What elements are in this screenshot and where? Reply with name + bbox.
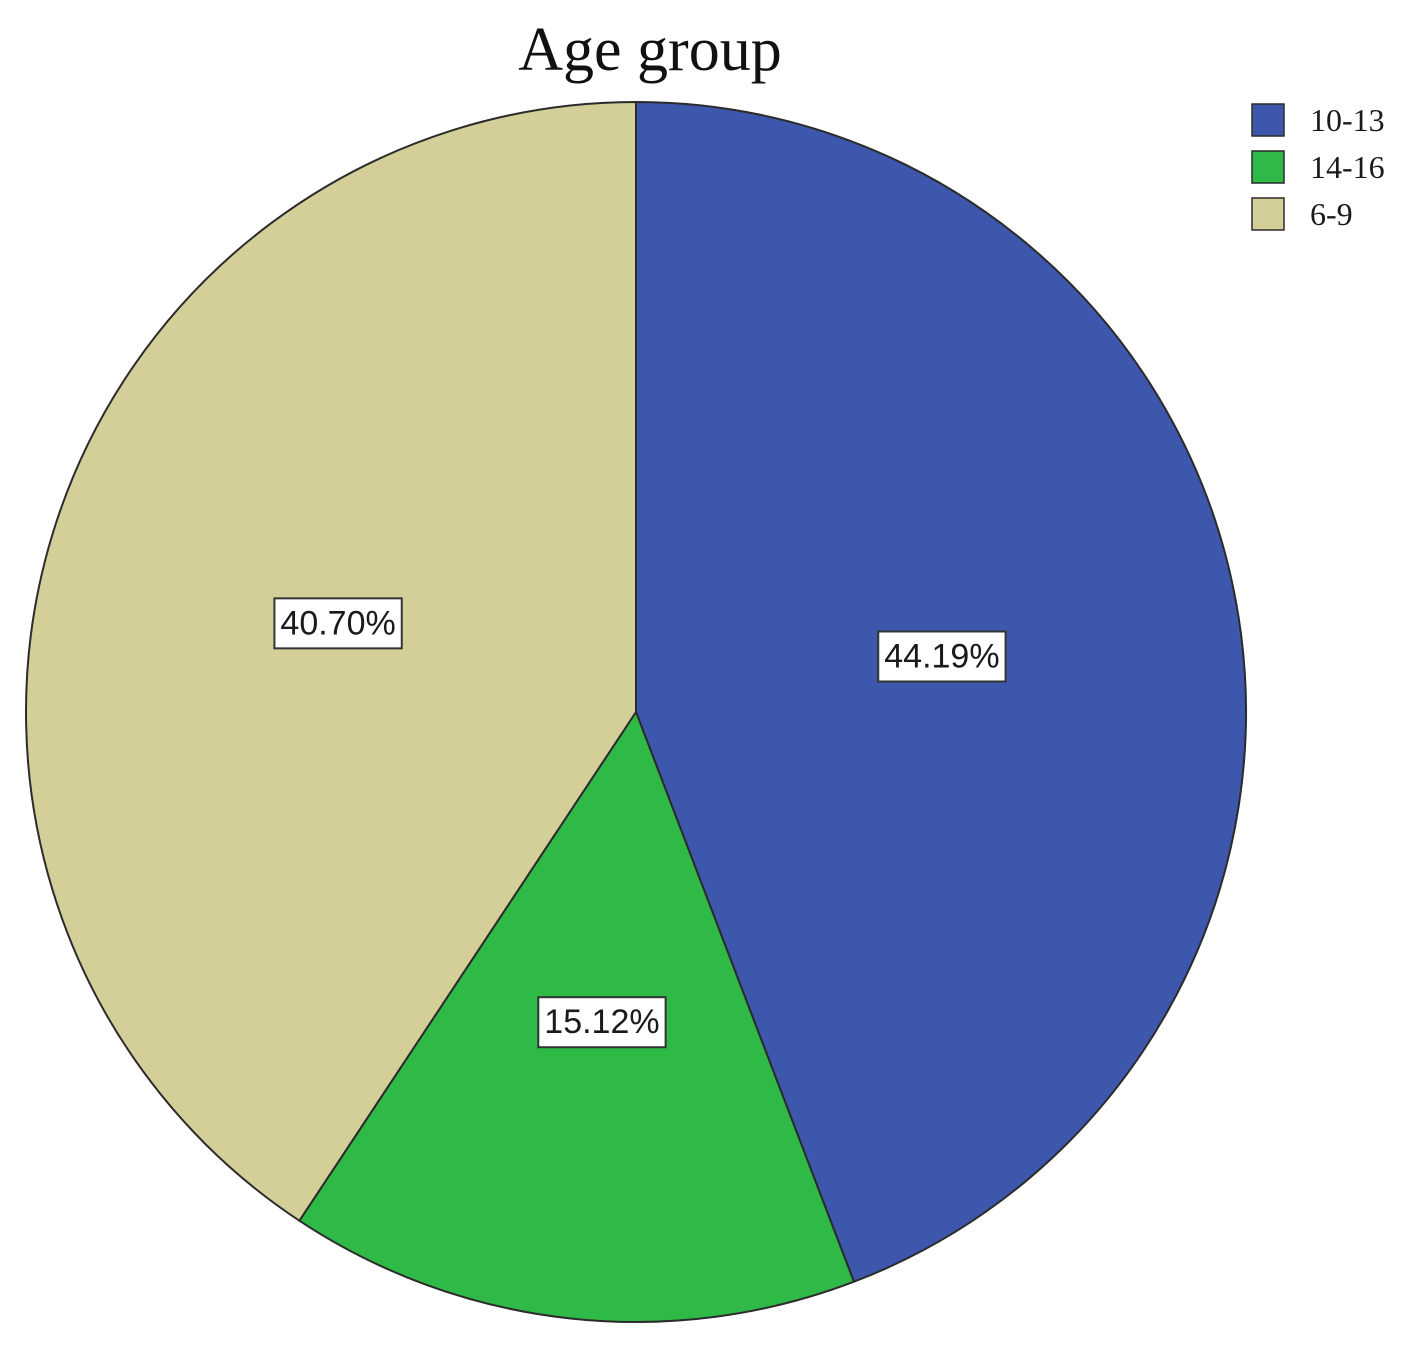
slice-label-10-13: 44.19% [877, 630, 1007, 683]
slice-label-box [537, 996, 667, 1049]
slice-value-label: 40.70% [280, 604, 395, 642]
legend-item-6-9: 6-9 [1251, 196, 1353, 232]
pie-slice-10-13 [635, 100, 1247, 1284]
legend-swatch [1251, 197, 1285, 231]
legend-label: 10-13 [1310, 102, 1385, 138]
legend-swatch [1251, 103, 1285, 137]
legend-label: 6-9 [1310, 196, 1353, 232]
slice-labels: 44.19% 15.12% 40.70% [273, 597, 1007, 1049]
slice-label-box [877, 630, 1007, 683]
slice-label-box [273, 597, 403, 650]
pie-slice-6-9 [25, 100, 637, 1223]
legend-swatch [1251, 150, 1285, 184]
slice-value-label: 15.12% [544, 1003, 659, 1041]
legend: 10-13 14-16 6-9 [1251, 102, 1385, 232]
slice-value-label: 44.19% [884, 637, 999, 675]
slice-label-14-16: 15.12% [537, 996, 667, 1049]
pie-slices [25, 100, 1247, 1323]
legend-item-14-16: 14-16 [1251, 149, 1385, 185]
slice-label-6-9: 40.70% [273, 597, 403, 650]
legend-item-10-13: 10-13 [1251, 102, 1385, 138]
chart-title: Age group [518, 16, 781, 84]
legend-label: 14-16 [1310, 149, 1385, 185]
